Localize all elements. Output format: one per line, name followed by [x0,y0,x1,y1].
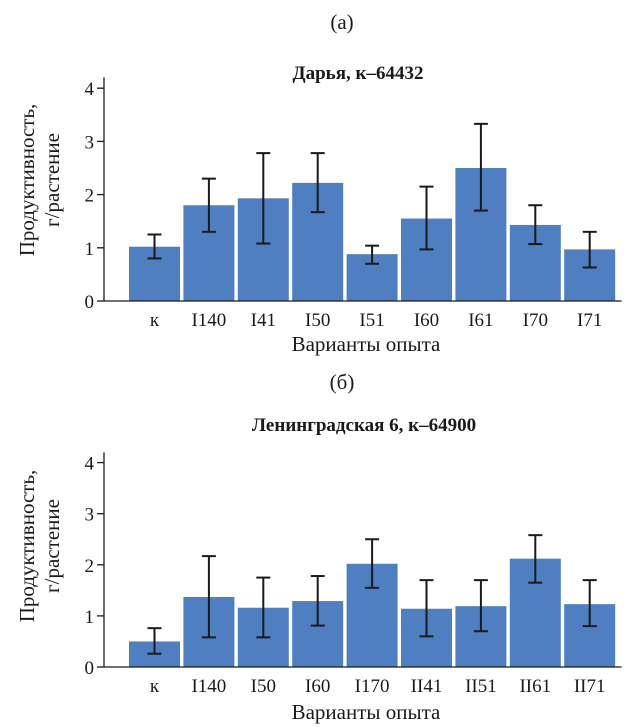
chart-title: Ленинградская 6, к–64900 [252,415,476,436]
error-bar [256,576,271,639]
x-axis-label: Варианты опыта [292,700,441,724]
y-tick-label: 2 [85,556,95,577]
error-bar [201,555,216,639]
y-tick-label: 4 [85,454,95,475]
panel-label: (a) [330,10,353,34]
y-tick-label: 1 [85,239,95,260]
x-tick-label: к [150,676,160,697]
y-axis-label-line2: г/растение [40,499,64,593]
y-tick-label: 1 [85,607,95,628]
y-axis-label-line1: Продуктивность, [15,470,39,623]
error-bar [365,244,380,265]
axes: к I140 I50 I60 I170 II41 II51 II61 II71 0 1 2 3 4 [85,452,622,697]
x-tick-label: I140 [191,310,226,331]
chart-panel-b: (б) Ленинградская 6, к–64900 Продуктивно… [15,370,622,724]
error-bar [310,152,325,214]
x-tick-label: I60 [414,310,439,331]
error-bar [528,534,543,584]
panel-label: (б) [330,370,355,394]
x-tick-label: I50 [251,676,276,697]
axes: к I140 I41 I50 I51 I60 I61 I70 I71 0 1 2 3 4 [85,77,622,331]
x-tick-label: I70 [523,310,548,331]
chart-panel-a: (a) Дарья, к–64432 Продуктивность, г/рас… [15,10,622,356]
x-tick-label: I41 [251,310,276,331]
error-bar [147,627,162,655]
x-axis-label: Варианты опыта [292,332,441,356]
error-bar [528,204,543,246]
error-bar [473,122,488,212]
x-tick-label: I170 [355,676,390,697]
x-tick-label: I51 [359,310,384,331]
y-tick-label: 4 [85,79,95,100]
x-tick-label: II41 [411,676,443,697]
error-bar [147,233,162,260]
y-tick-label: 3 [85,505,95,526]
chart-title: Дарья, к–64432 [293,63,424,84]
x-tick-label: II51 [465,676,497,697]
y-tick-label: 3 [85,132,95,153]
x-tick-label: к [150,310,160,331]
x-tick-label: I61 [468,310,493,331]
error-bar [365,538,380,589]
x-tick-label: I140 [191,676,226,697]
error-bar [473,579,488,633]
x-tick-label: I50 [305,310,330,331]
y-axis-label: Продуктивность, г/растение [15,470,64,623]
error-bar [419,185,434,251]
bars [129,122,616,301]
error-bar [201,177,216,233]
error-bar [256,152,271,245]
x-tick-label: II61 [519,676,551,697]
x-tick-label: I71 [577,310,602,331]
y-axis-label-line1: Продуктивность, [15,104,39,257]
y-tick-label: 0 [85,658,95,679]
y-axis-label: Продуктивность, г/растение [15,104,64,257]
x-tick-label: I60 [305,676,330,697]
y-tick-label: 0 [85,292,95,313]
y-tick-label: 2 [85,186,95,207]
error-bar [310,575,325,627]
error-bar [582,230,597,269]
error-bar [582,579,597,628]
error-bar [419,579,434,638]
y-axis-label-line2: г/растение [40,133,64,227]
bars [129,534,616,667]
x-tick-label: II71 [574,676,606,697]
